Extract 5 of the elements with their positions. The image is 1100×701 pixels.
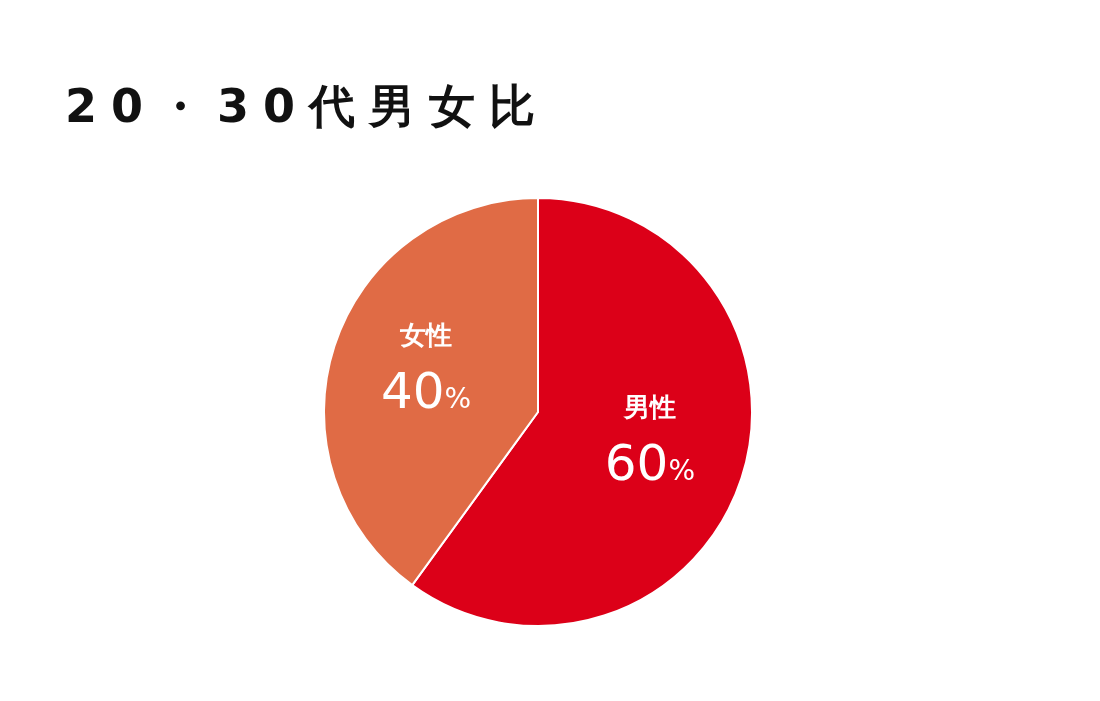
data-label: 60% — [604, 434, 696, 493]
slice-label: 男性 — [622, 392, 676, 423]
chart-title: 20・30代男女比 — [65, 79, 550, 133]
slice-label: 女性 — [399, 319, 453, 350]
data-label: 40% — [380, 361, 472, 420]
